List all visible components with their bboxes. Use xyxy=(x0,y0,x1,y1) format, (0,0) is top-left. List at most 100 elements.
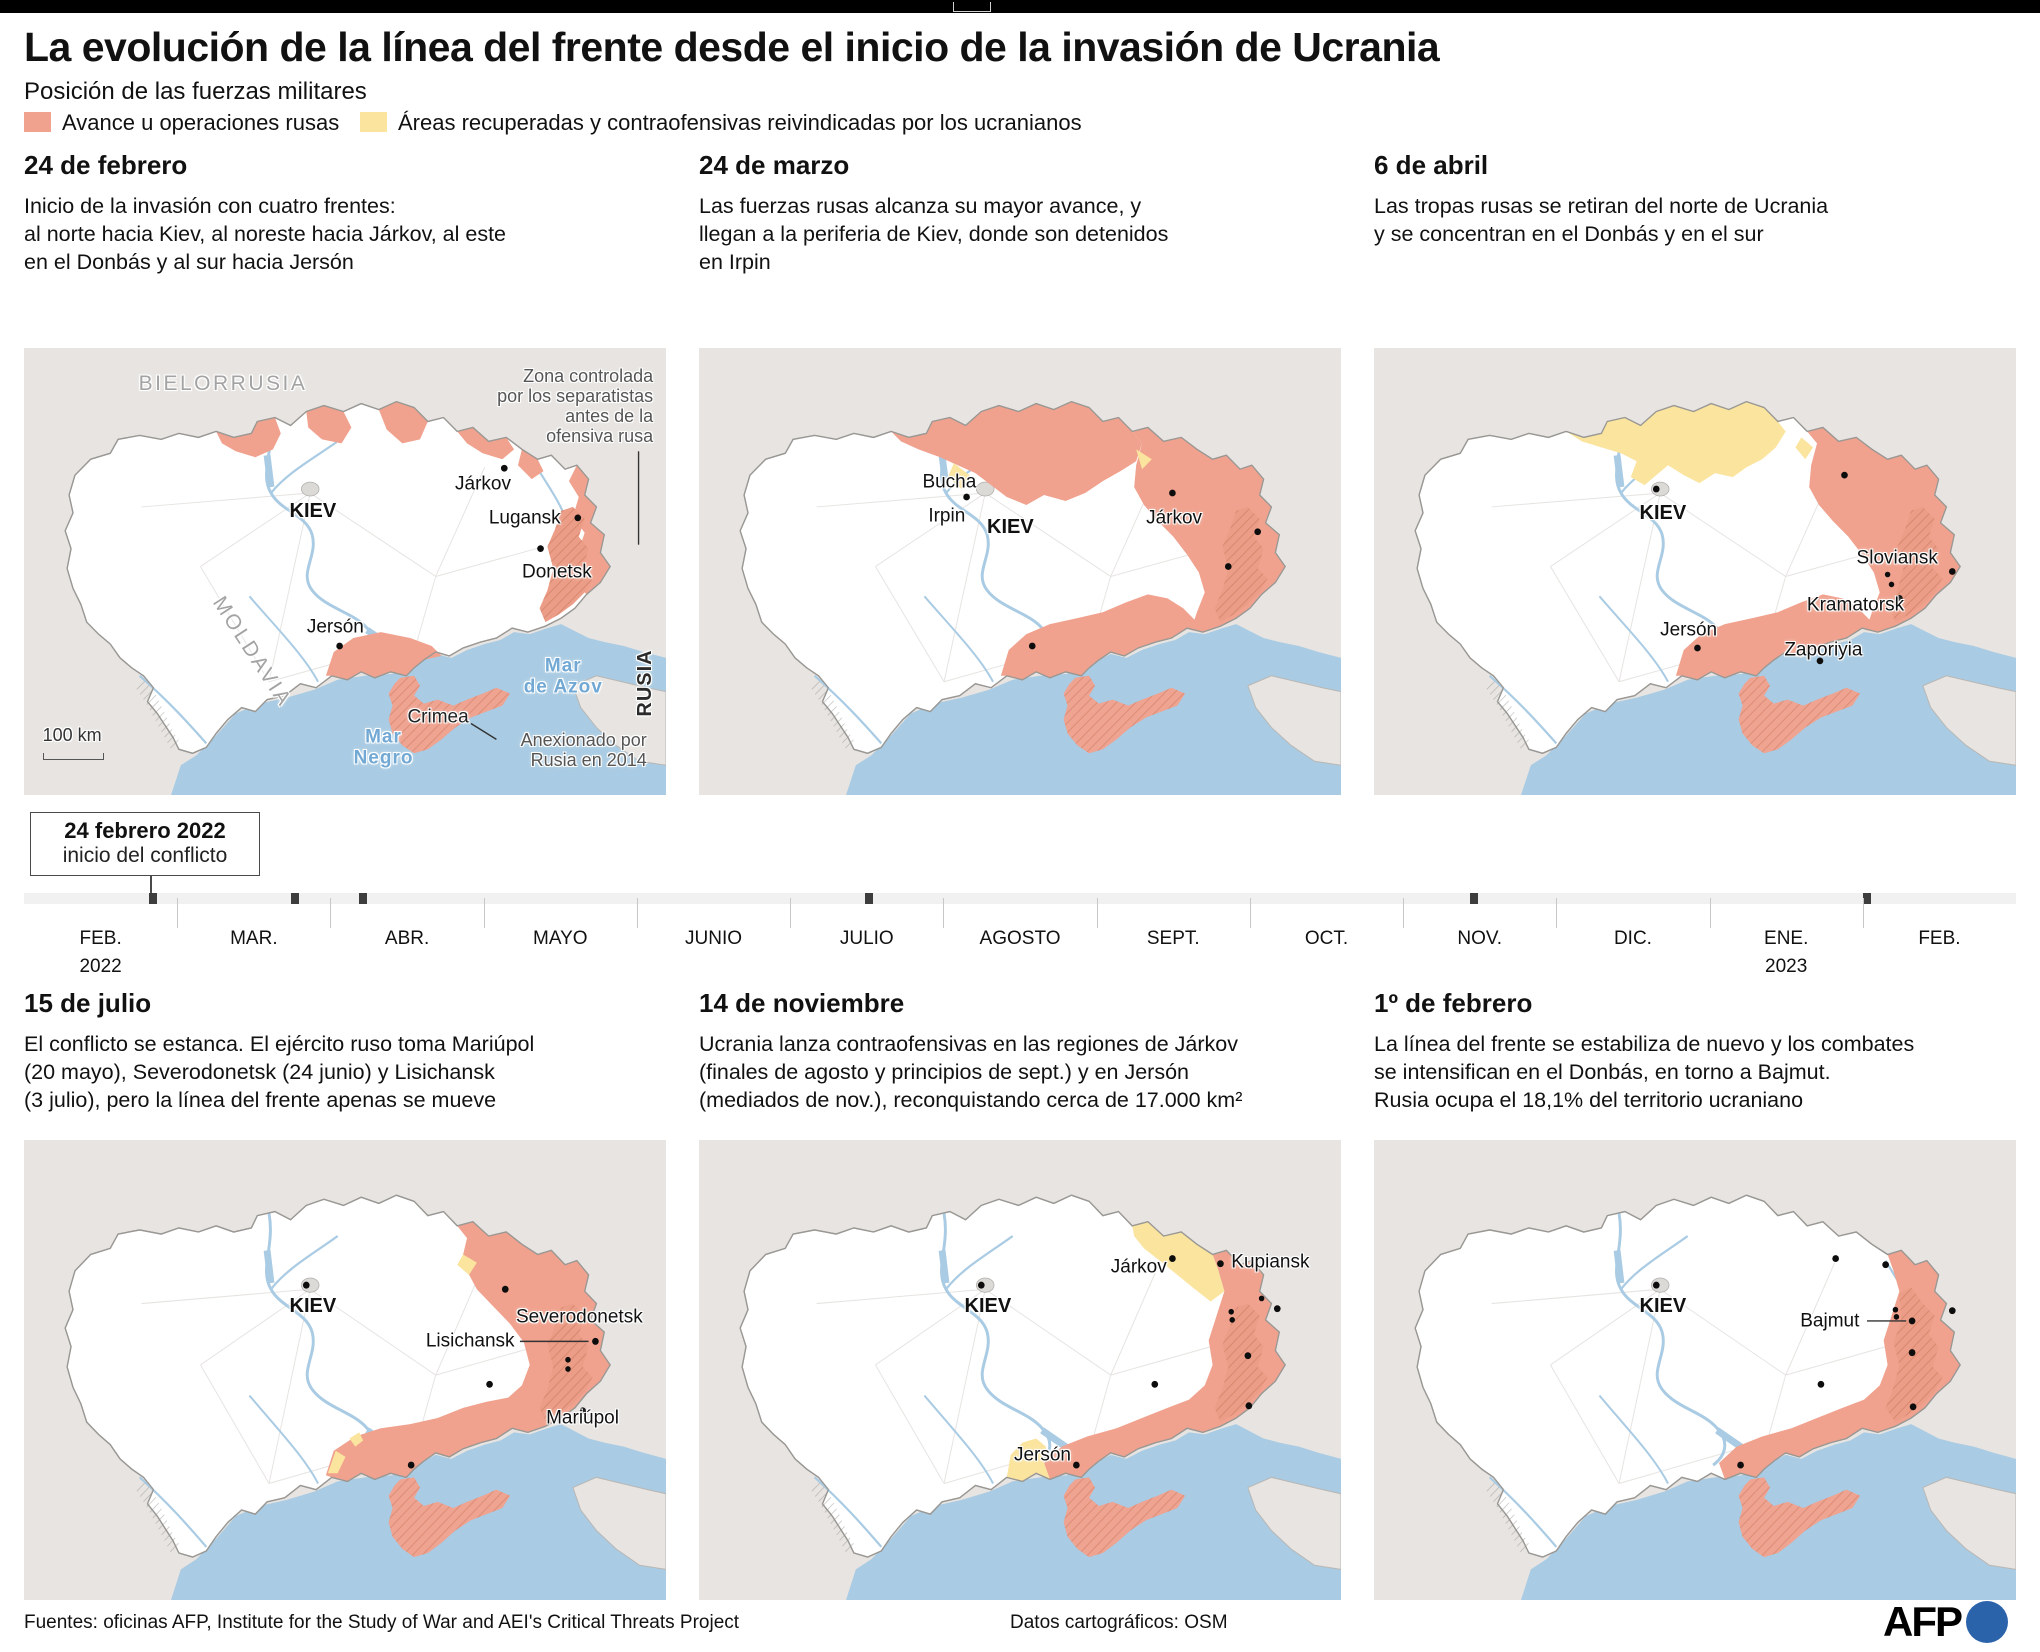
city-label-donetsk: Donetsk xyxy=(522,560,592,582)
panel-date-1: 24 de febrero xyxy=(24,150,188,180)
panel-date-6: 1º de febrero xyxy=(1374,988,1533,1018)
recovered-areas xyxy=(327,1254,477,1474)
city-label-jarkov: Járkov xyxy=(455,473,511,495)
timeline-tick xyxy=(1862,893,1871,904)
timeline-bar xyxy=(24,893,2016,904)
russian-advance-areas xyxy=(1044,1250,1286,1480)
city-label-kramatorsk: Kramatorsk xyxy=(1806,594,1905,616)
map-canvas xyxy=(699,348,1341,795)
map-canvas xyxy=(24,1140,666,1600)
timeline-connector xyxy=(150,872,152,894)
panel-text-6: La línea del frente se estabiliza de nue… xyxy=(1374,1032,1915,1112)
sources-text: Fuentes: oficinas AFP, Institute for the… xyxy=(24,1612,740,1633)
city-label-bajmut: Bajmut xyxy=(1800,1310,1860,1332)
afp-logo-text: AFP xyxy=(1883,1598,1963,1645)
timeline-event-caption: inicio del conflicto xyxy=(62,844,228,867)
city-label-mariupol: Mariúpol xyxy=(546,1407,619,1429)
timeline-month: DIC. xyxy=(1556,898,1709,978)
city-label-kiev: KIEV xyxy=(987,515,1034,538)
map-canvas xyxy=(699,1140,1341,1600)
panel-text-1: Inicio de la invasión con cuatro frentes… xyxy=(24,194,507,274)
country-label-belarus: BIELORRUSIA xyxy=(138,371,308,395)
scale-label: 100 km xyxy=(42,724,102,745)
timeline-month: JUNIO xyxy=(636,898,790,978)
map-15-julio: KIEV Severodonetsk Lisichansk Mariúpol xyxy=(24,1140,666,1600)
timeline-month: SEPT. xyxy=(1096,898,1250,978)
city-label-jarkov: Járkov xyxy=(1110,1255,1167,1277)
panel-text-5: Ucrania lanza contraofensivas en las reg… xyxy=(699,1032,1243,1112)
map-canvas xyxy=(1374,1140,2016,1600)
cartography-credit: Datos cartográficos: OSM xyxy=(1010,1612,1228,1633)
sea-label-azov: Mar de Azov xyxy=(523,655,603,698)
city-label-kiev: KIEV xyxy=(289,1294,337,1317)
city-dots xyxy=(1652,471,1956,665)
city-label-jerson: Jersón xyxy=(1013,1444,1071,1466)
afp-globe-icon xyxy=(1966,1601,2008,1643)
timeline-month: FEB. 2022 xyxy=(79,928,122,977)
city-dots xyxy=(1652,1255,1956,1469)
country-label-russia: RUSIA xyxy=(634,649,657,717)
timeline-month: AGOSTO xyxy=(943,898,1096,978)
city-label-kiev: KIEV xyxy=(1639,502,1687,525)
timeline-event-box: 24 febrero 2022 inicio del conflicto xyxy=(30,812,260,876)
timeline-event-date: 24 febrero 2022 xyxy=(64,818,226,843)
city-label-jerson: Jersón xyxy=(306,616,364,638)
map-canvas xyxy=(1374,348,2016,795)
timeline-months: FEB. 2022 MAR. ABR. MAYO JUNIO JULIO AGOS… xyxy=(24,898,2016,978)
legend-label-recovered: Áreas recuperadas y contraofensivas reiv… xyxy=(398,110,1082,135)
legend-label-russian: Avance u operaciones rusas xyxy=(62,110,340,135)
page-subtitle: Posición de las fuerzas militares xyxy=(24,78,367,105)
russian-advance-areas xyxy=(1719,1250,1961,1480)
city-label-lisichansk: Lisichansk xyxy=(425,1330,515,1352)
city-label-jerson: Jersón xyxy=(1660,618,1718,640)
recovered-areas xyxy=(947,449,1152,490)
map-1-febrero: KIEV Bajmut xyxy=(1374,1140,2016,1600)
city-dots xyxy=(336,464,582,650)
timeline-month: OCT. xyxy=(1249,898,1403,978)
city-label-kiev: KIEV xyxy=(964,1294,1012,1317)
city-dots xyxy=(963,489,1262,650)
map-24-febrero: BIELORRUSIA MOLDAVIA RUSIA KIEV Járkov L… xyxy=(24,348,666,795)
city-label-lugansk: Lugansk xyxy=(488,507,561,529)
timeline-tick xyxy=(358,893,367,904)
timeline-month: MAYO xyxy=(483,898,637,978)
city-label-sloviansk: Sloviansk xyxy=(1856,547,1938,569)
panel-text-4: El conflicto se estanca. El ejército rus… xyxy=(24,1032,535,1112)
timeline-month: ENE. 2023 xyxy=(1709,898,1863,978)
city-label-zaporiyia: Zaporiyia xyxy=(1784,639,1863,661)
map-canvas xyxy=(24,348,666,795)
timeline-month: NOV. xyxy=(1403,898,1556,978)
city-dots xyxy=(977,1255,1281,1469)
sea-label-black: Mar Negro xyxy=(353,726,414,770)
city-label-kiev: KIEV xyxy=(289,499,337,522)
map-6-abril: KIEV Sloviansk Kramatorsk Zaporiyia Jers… xyxy=(1374,348,2016,795)
panel-date-4: 15 de julio xyxy=(24,988,152,1018)
panel-date-2: 24 de marzo xyxy=(699,150,850,180)
timeline-tick xyxy=(290,893,299,904)
panel-text-3: Las tropas rusas se retiran del norte de… xyxy=(1374,194,1829,246)
city-label-kupiansk: Kupiansk xyxy=(1231,1251,1310,1273)
timeline-month: JULIO xyxy=(790,898,943,978)
annotation-separatists: Zona controlada por los separatistas ant… xyxy=(497,365,654,447)
annotation-crimea: Anexionado por Rusia en 2014 xyxy=(520,730,647,771)
city-label-irpin: Irpin xyxy=(928,504,966,526)
timeline-month: ABR. xyxy=(330,898,483,978)
legend-swatch-russian xyxy=(24,112,51,132)
city-label-jarkov: Járkov xyxy=(1146,507,1203,529)
afp-logo: AFP xyxy=(1883,1598,2008,1646)
timeline-tick xyxy=(1470,893,1479,904)
panel-date-5: 14 de noviembre xyxy=(699,988,905,1018)
timeline-month: FEB. xyxy=(1862,898,2016,978)
timeline-tick xyxy=(149,893,158,904)
window-control-icon xyxy=(953,2,991,12)
page-title: La evolución de la línea del frente desd… xyxy=(24,24,1440,70)
timeline-tick xyxy=(864,893,873,904)
timeline-month: MAR. xyxy=(177,898,330,978)
russian-advance-areas xyxy=(216,401,611,680)
map-14-noviembre: KIEV Járkov Kupiansk Jersón xyxy=(699,1140,1341,1600)
panel-date-3: 6 de abril xyxy=(1374,150,1489,180)
scale-bar xyxy=(43,752,105,760)
legend-swatch-recovered xyxy=(360,112,387,132)
city-label-bucha: Bucha xyxy=(922,471,977,493)
panel-text-2: Las fuerzas rusas alcanza su mayor avanc… xyxy=(699,194,1169,274)
